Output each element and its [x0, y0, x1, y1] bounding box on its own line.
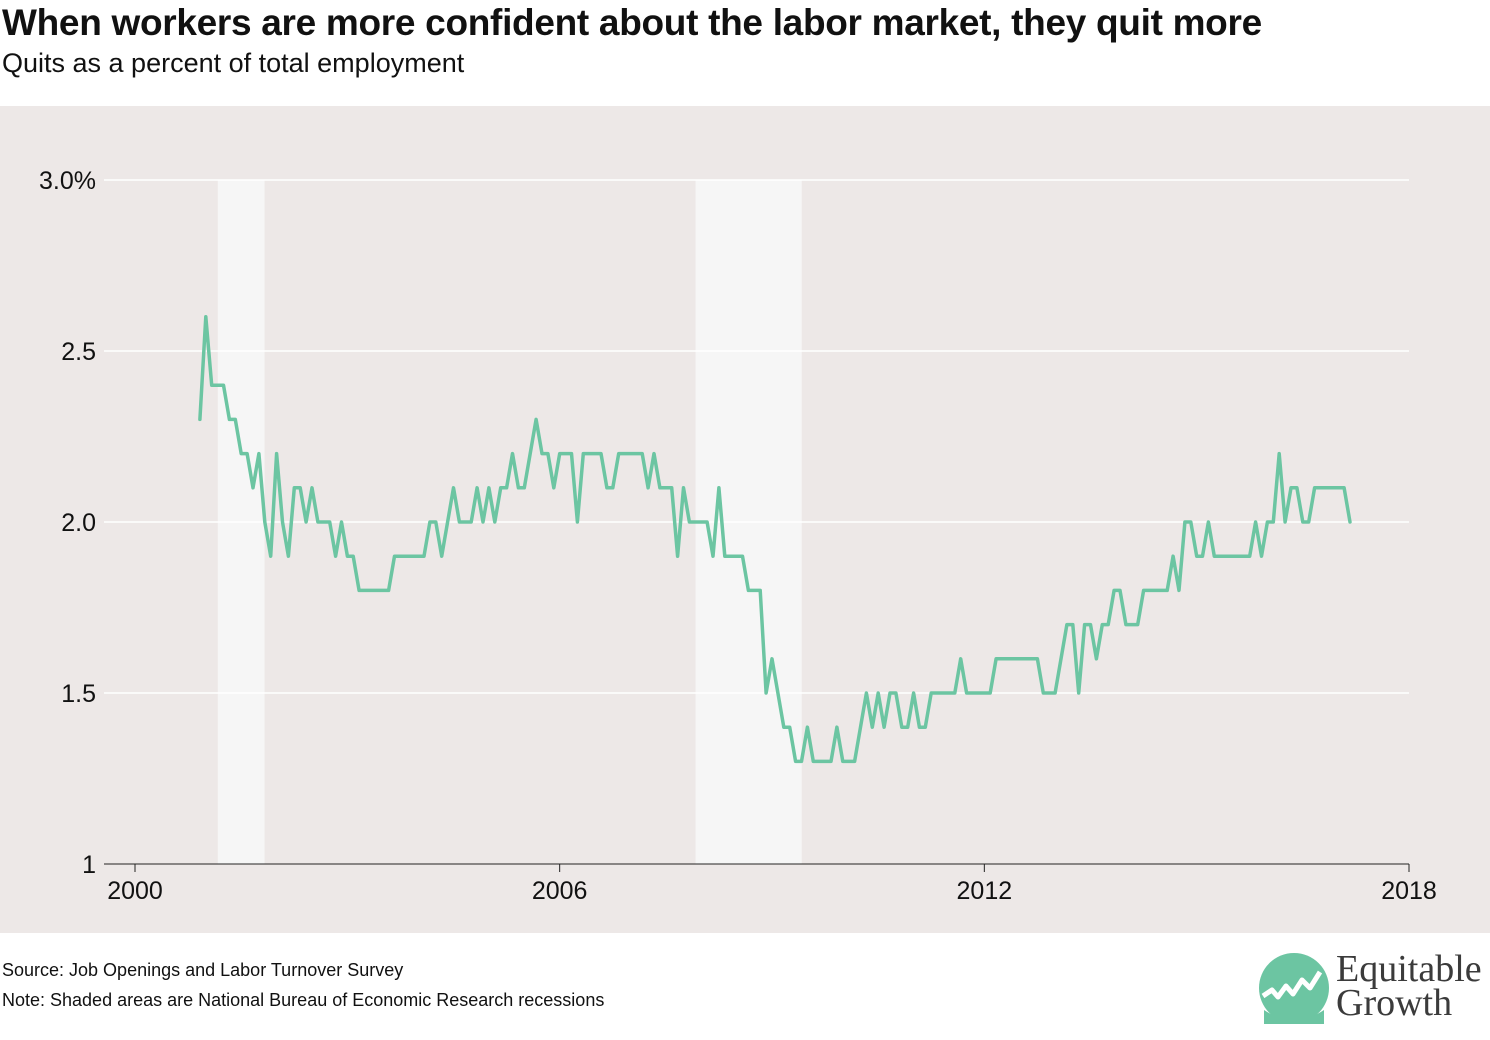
series-layer [198, 315, 1352, 764]
logo-text-line2: Growth [1336, 982, 1453, 1024]
x-tick-label: 2006 [532, 877, 588, 905]
chart-title: When workers are more confident about th… [2, 2, 1262, 43]
source-note: Source: Job Openings and Labor Turnover … [2, 960, 404, 980]
equitable-growth-logo: Equitable Growth [1258, 948, 1486, 1028]
x-tick-label: 2012 [957, 877, 1013, 905]
x-tick-label: 2018 [1381, 877, 1437, 905]
chart-subtitle: Quits as a percent of total employment [2, 48, 465, 78]
logo-text-line1: Equitable [1336, 948, 1482, 990]
y-tick-label: 2.5 [61, 338, 96, 366]
y-tick-label: 2.0 [61, 509, 96, 537]
y-tick-label: 1 [82, 851, 96, 879]
recession-note: Note: Shaded areas are National Bureau o… [2, 990, 605, 1010]
series-line-1 [198, 315, 1352, 764]
chart-panel: 1 1.5 2.0 2.5 3.0% 2000 2006 2012 2018 [0, 106, 1490, 933]
axis-layer: 1 1.5 2.0 2.5 3.0% 2000 2006 2012 2018 [39, 167, 1437, 905]
line-chart: 1 1.5 2.0 2.5 3.0% 2000 2006 2012 2018 [39, 167, 1437, 905]
x-tick-label: 2000 [107, 877, 163, 905]
y-tick-label: 3.0% [39, 167, 96, 195]
rising-line-logo-icon [1259, 953, 1329, 1024]
y-tick-label: 1.5 [61, 680, 96, 708]
